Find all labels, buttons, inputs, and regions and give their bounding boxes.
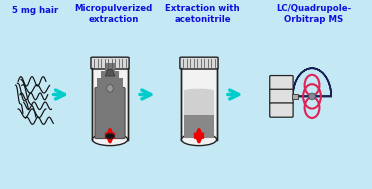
Bar bbox=[92, 68, 128, 139]
Bar bbox=[184, 91, 214, 115]
Bar bbox=[182, 68, 217, 139]
Bar bbox=[292, 94, 298, 99]
Bar bbox=[97, 78, 123, 88]
FancyBboxPatch shape bbox=[270, 89, 293, 104]
Text: Micropulverized
extraction: Micropulverized extraction bbox=[75, 5, 153, 24]
Bar bbox=[184, 115, 214, 138]
FancyBboxPatch shape bbox=[270, 76, 293, 90]
Text: Extraction with
acetonitrile: Extraction with acetonitrile bbox=[166, 5, 240, 24]
FancyBboxPatch shape bbox=[95, 87, 125, 139]
Polygon shape bbox=[293, 68, 331, 96]
Bar bbox=[105, 63, 115, 73]
Text: 5 mg hair: 5 mg hair bbox=[12, 6, 58, 15]
FancyBboxPatch shape bbox=[270, 103, 293, 117]
Ellipse shape bbox=[107, 85, 113, 92]
Ellipse shape bbox=[105, 133, 115, 139]
Bar bbox=[101, 71, 119, 82]
Ellipse shape bbox=[184, 89, 214, 93]
Text: LC/Quadrupole-
Orbitrap MS: LC/Quadrupole- Orbitrap MS bbox=[276, 5, 352, 24]
Ellipse shape bbox=[309, 93, 315, 100]
Ellipse shape bbox=[182, 133, 217, 146]
Ellipse shape bbox=[92, 133, 128, 146]
FancyBboxPatch shape bbox=[91, 57, 129, 69]
Ellipse shape bbox=[184, 113, 214, 117]
Polygon shape bbox=[105, 69, 115, 76]
FancyBboxPatch shape bbox=[180, 57, 218, 69]
